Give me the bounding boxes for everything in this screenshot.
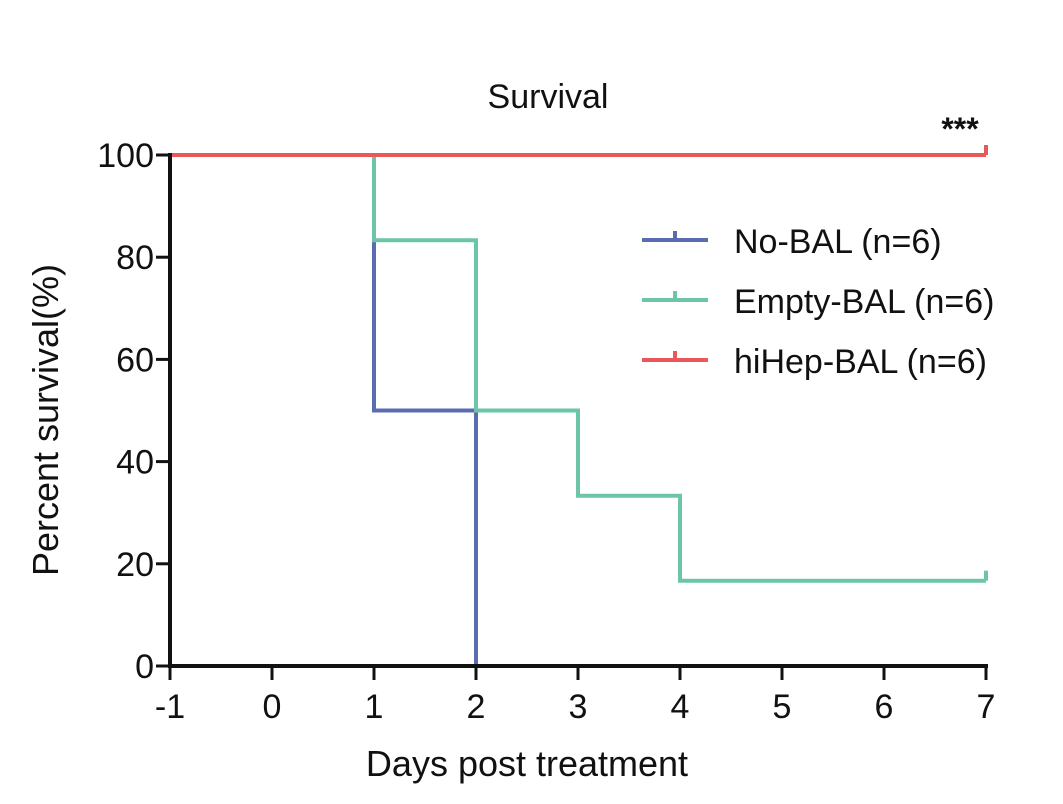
y-tick-label: 60 [116,341,154,379]
x-tick-label: 1 [365,688,384,726]
x-tick-label: 7 [977,688,996,726]
legend-label-no-bal: No-BAL (n=6) [734,223,942,261]
y-tick-label: 40 [116,444,154,482]
series-layer [170,145,988,666]
x-tick-label: 3 [569,688,588,726]
x-tick-label: 6 [875,688,894,726]
y-axis-title: Percent survival(%) [25,264,66,576]
chart-title: Survival [488,78,609,116]
y-tick-label: 20 [116,546,154,584]
x-tick-label: 2 [467,688,486,726]
x-tick-label: 4 [671,688,690,726]
series-line-empty-bal [170,153,986,583]
legend-label-empty-bal: Empty-BAL (n=6) [734,283,994,321]
y-tick-label: 0 [135,648,154,686]
legend-label-hihep-bal: hiHep-BAL (n=6) [734,343,987,381]
legend: No-BAL (n=6) Empty-BAL (n=6) hiHep-BAL (n=… [642,223,994,381]
y-tick-label: 80 [116,239,154,277]
x-tick-label: -1 [155,688,185,726]
x-tick-label: 5 [773,688,792,726]
y-tick-label: 100 [97,137,154,175]
significance-annotation: *** [941,111,979,147]
x-tick-label: 0 [263,688,282,726]
x-axis-title: Days post treatment [366,743,688,784]
series-line-no-bal [170,153,478,666]
